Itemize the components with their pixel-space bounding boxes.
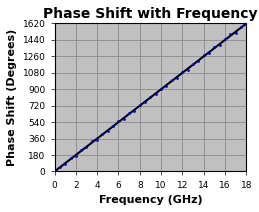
Point: [207, 51, 211, 55]
Point: [239, 25, 243, 28]
Point: [106, 130, 110, 133]
Point: [58, 165, 62, 169]
Point: [143, 100, 147, 104]
Point: [100, 132, 105, 135]
Point: [223, 38, 227, 41]
Point: [90, 140, 94, 143]
Point: [111, 124, 115, 127]
Point: [218, 43, 222, 47]
Point: [228, 33, 232, 36]
Point: [148, 95, 153, 98]
X-axis label: Frequency (GHz): Frequency (GHz): [99, 195, 202, 205]
Point: [202, 53, 206, 57]
Point: [186, 68, 190, 71]
Point: [212, 46, 217, 49]
Point: [95, 138, 99, 141]
Point: [191, 62, 195, 66]
Point: [53, 170, 57, 173]
Point: [196, 59, 200, 63]
Point: [159, 87, 163, 90]
Point: [164, 84, 168, 88]
Point: [116, 119, 120, 123]
Point: [127, 111, 131, 115]
Point: [154, 93, 158, 96]
Point: [84, 146, 89, 149]
Point: [68, 156, 73, 160]
Point: [74, 154, 78, 157]
Y-axis label: Phase Shift (Degrees): Phase Shift (Degrees): [7, 29, 17, 166]
Point: [138, 103, 142, 106]
Point: [63, 162, 67, 166]
Point: [234, 31, 238, 34]
Point: [79, 148, 83, 152]
Title: Phase Shift with Frequency: Phase Shift with Frequency: [43, 7, 258, 21]
Point: [180, 70, 184, 73]
Point: [122, 117, 126, 120]
Point: [170, 78, 174, 82]
Point: [132, 109, 136, 113]
Point: [175, 76, 179, 79]
Point: [244, 22, 248, 26]
